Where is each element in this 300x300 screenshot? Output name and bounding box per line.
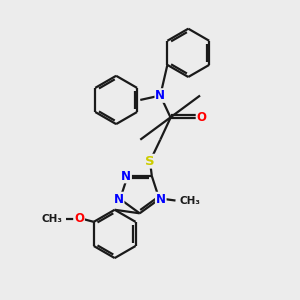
Text: N: N [155, 89, 165, 102]
Text: N: N [156, 193, 166, 206]
Text: CH₃: CH₃ [180, 196, 201, 206]
Text: N: N [114, 193, 124, 206]
Text: O: O [74, 212, 84, 225]
Text: N: N [121, 169, 131, 182]
Text: O: O [196, 111, 206, 124]
Text: S: S [145, 155, 155, 168]
Text: CH₃: CH₃ [41, 214, 62, 224]
